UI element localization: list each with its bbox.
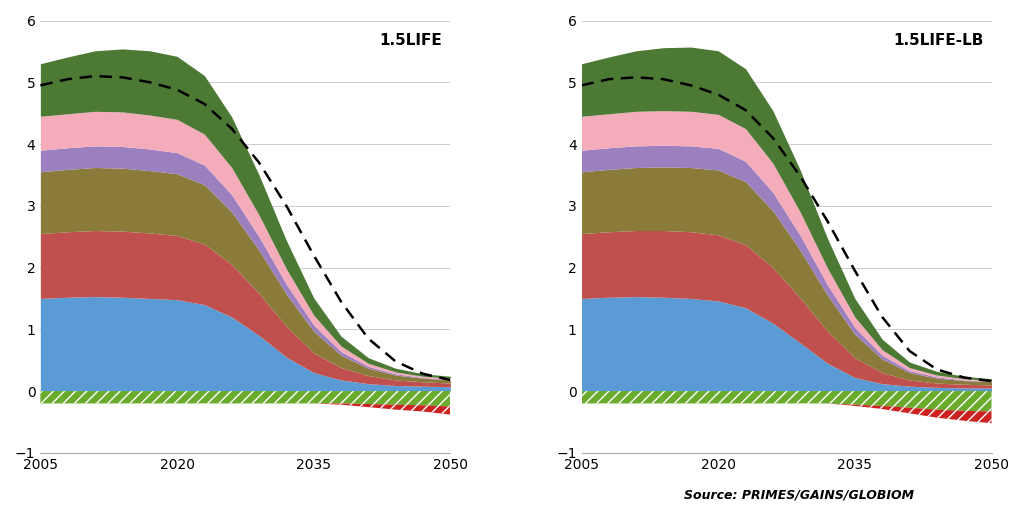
Text: Source: PRIMES/GAINS/GLOBIOM: Source: PRIMES/GAINS/GLOBIOM	[684, 489, 913, 502]
Text: 1.5LIFE: 1.5LIFE	[379, 33, 442, 49]
Text: 1.5LIFE-LB: 1.5LIFE-LB	[893, 33, 983, 49]
